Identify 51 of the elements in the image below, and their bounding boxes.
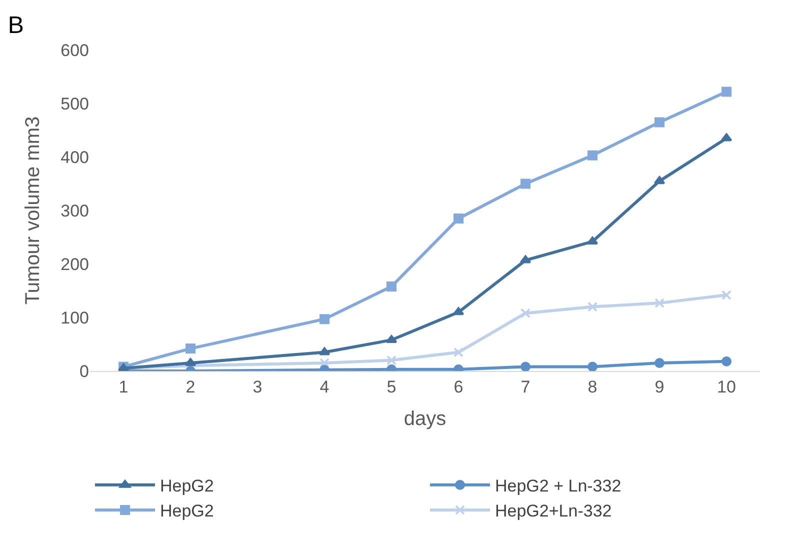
point xyxy=(520,178,530,189)
point xyxy=(520,362,530,371)
x-tick-label: 5 xyxy=(386,377,396,396)
legend-label: HepG2 xyxy=(160,476,214,496)
point xyxy=(318,347,330,356)
x-tick-label: 8 xyxy=(588,377,598,396)
y-tick-label: 100 xyxy=(60,308,89,328)
x-tick-label: 9 xyxy=(654,377,664,396)
legend-label: HepG2 + Ln-332 xyxy=(495,476,622,496)
x-tick-label: 4 xyxy=(320,377,330,396)
point xyxy=(320,314,330,324)
y-tick-label: 400 xyxy=(60,148,89,167)
x-tick-label: 2 xyxy=(186,377,196,396)
point xyxy=(654,358,664,368)
chart-title: B xyxy=(8,12,24,39)
point xyxy=(454,214,464,224)
y-tick-label: 600 xyxy=(60,40,89,60)
point xyxy=(520,308,530,318)
point xyxy=(386,281,396,292)
point xyxy=(386,334,398,343)
point xyxy=(320,358,330,368)
point xyxy=(386,355,396,366)
y-tick-label: 0 xyxy=(80,362,89,381)
x-axis-title: days xyxy=(404,408,446,430)
point xyxy=(654,117,664,128)
point xyxy=(720,133,732,142)
point xyxy=(722,356,732,366)
point xyxy=(520,255,532,264)
x-tick-label: 3 xyxy=(252,377,262,396)
point xyxy=(186,344,196,354)
x-tick-label: 7 xyxy=(520,377,530,396)
point xyxy=(654,298,664,308)
point xyxy=(184,358,196,366)
x-tick-label: 1 xyxy=(118,377,128,396)
point xyxy=(586,236,598,245)
legend-label: HepG2+Ln-332 xyxy=(495,502,612,521)
point xyxy=(654,176,666,184)
y-tick-label: 300 xyxy=(60,201,89,220)
y-tick-label: 500 xyxy=(60,94,89,114)
point xyxy=(722,290,732,300)
point xyxy=(588,150,598,160)
point xyxy=(722,86,732,97)
x-tick-label: 6 xyxy=(454,377,464,396)
point xyxy=(588,362,598,371)
legend-label: HepG2 xyxy=(160,502,214,521)
y-axis-title: Tumour volume mm3 xyxy=(22,116,44,305)
x-tick-label: 10 xyxy=(717,377,736,396)
point xyxy=(454,347,464,358)
y-tick-label: 200 xyxy=(60,254,89,274)
point xyxy=(588,302,598,312)
point xyxy=(452,307,464,316)
